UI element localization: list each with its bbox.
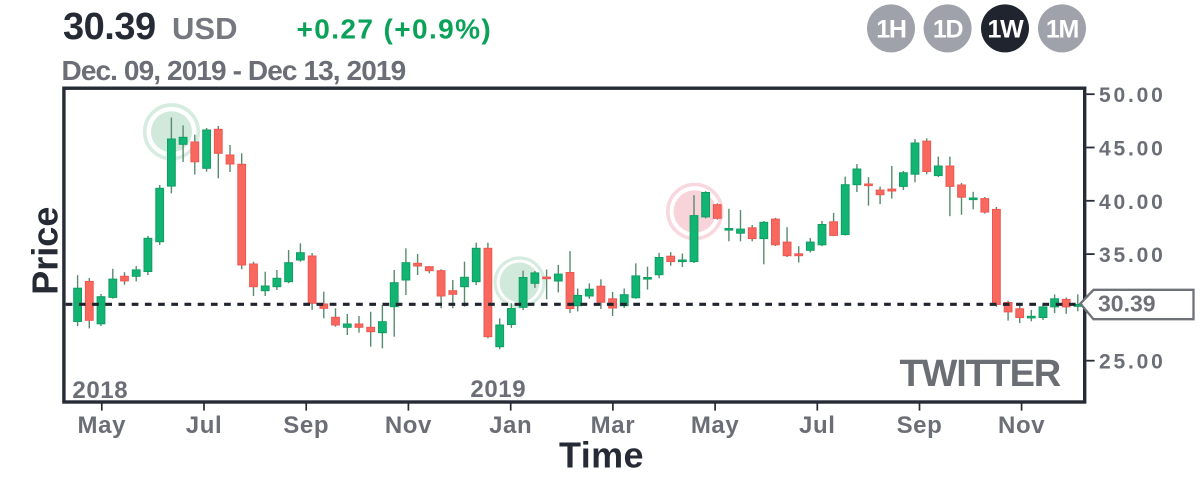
- svg-text:2018: 2018: [72, 377, 128, 404]
- svg-text:1D: 1D: [933, 16, 963, 44]
- svg-text:Nov: Nov: [998, 412, 1045, 439]
- svg-text:Sep: Sep: [283, 412, 329, 439]
- svg-text:45.00: 45.00: [1099, 138, 1166, 161]
- svg-text:2019: 2019: [470, 376, 526, 403]
- svg-text:Price: Price: [25, 207, 66, 295]
- svg-text:1H: 1H: [876, 16, 906, 44]
- svg-text:May: May: [78, 412, 127, 439]
- svg-text:25.00: 25.00: [1099, 351, 1166, 374]
- svg-text:1W: 1W: [987, 16, 1024, 44]
- svg-text:TWITTER: TWITTER: [900, 353, 1061, 395]
- svg-text:Jan: Jan: [489, 412, 532, 439]
- svg-text:Jul: Jul: [186, 412, 222, 439]
- svg-text:Jul: Jul: [799, 412, 835, 439]
- svg-text:50.00: 50.00: [1099, 84, 1166, 107]
- svg-text:Nov: Nov: [385, 412, 432, 439]
- svg-text:40.00: 40.00: [1099, 191, 1166, 214]
- svg-text:1M: 1M: [1046, 16, 1079, 44]
- svg-text:+0.27 (+0.9%): +0.27 (+0.9%): [297, 14, 493, 45]
- svg-text:30.39: 30.39: [63, 6, 156, 48]
- svg-text:35.00: 35.00: [1099, 244, 1166, 267]
- svg-text:USD: USD: [172, 11, 237, 46]
- svg-text:30.39: 30.39: [1098, 291, 1156, 317]
- svg-text:Mar: Mar: [591, 412, 635, 439]
- svg-text:May: May: [691, 412, 740, 439]
- svg-text:Dec. 09, 2019 - Dec 13, 2019: Dec. 09, 2019 - Dec 13, 2019: [62, 55, 406, 86]
- svg-text:Sep: Sep: [897, 412, 943, 439]
- svg-text:Time: Time: [559, 435, 644, 476]
